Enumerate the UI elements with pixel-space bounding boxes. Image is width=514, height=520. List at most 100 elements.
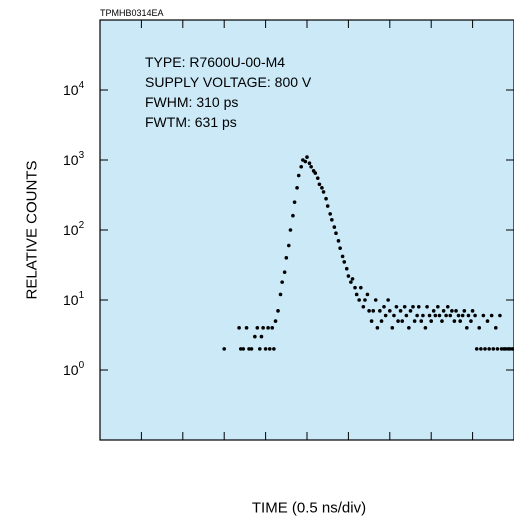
data-point — [267, 347, 272, 351]
data-point — [357, 298, 361, 302]
annotation-fwhm: FWHM: 310 ps — [145, 94, 239, 110]
y-tick-label: 101 — [63, 290, 85, 308]
data-point — [452, 319, 457, 323]
data-point — [354, 292, 359, 297]
data-points — [222, 155, 514, 351]
y-tick-label: 103 — [63, 150, 85, 168]
data-point — [292, 200, 297, 204]
data-point — [253, 334, 257, 339]
data-point — [305, 155, 309, 159]
data-point — [266, 326, 270, 330]
data-point — [394, 304, 399, 309]
data-point — [382, 304, 386, 309]
data-point — [280, 280, 284, 284]
data-point — [309, 164, 313, 169]
data-point — [388, 309, 392, 313]
data-point — [402, 304, 407, 309]
y-tick-label: 104 — [63, 80, 85, 98]
plot-area — [99, 19, 514, 441]
data-point — [371, 309, 376, 313]
data-point — [386, 298, 390, 302]
data-point — [307, 161, 312, 166]
data-point — [270, 326, 275, 330]
data-point — [261, 326, 265, 330]
data-point — [510, 347, 514, 351]
annotation-type: TYPE: R7600U-00-M4 — [145, 54, 286, 70]
data-point — [390, 326, 395, 330]
data-point — [445, 304, 450, 309]
data-point — [491, 347, 496, 351]
data-point — [483, 347, 487, 351]
data-point — [378, 309, 382, 313]
x-axis-label: TIME (0.5 ns/div) — [251, 499, 367, 517]
data-point — [315, 176, 320, 180]
data-point — [398, 309, 403, 313]
data-point — [258, 347, 262, 351]
data-point — [416, 304, 421, 309]
data-point — [373, 298, 378, 302]
data-point — [320, 186, 324, 190]
data-point — [338, 246, 342, 250]
data-point — [272, 347, 276, 351]
data-point — [412, 319, 417, 323]
data-point — [429, 319, 434, 323]
data-point — [247, 347, 251, 351]
data-point — [431, 309, 436, 313]
y-tick-labels: 100 101 102 103 104 — [63, 80, 85, 378]
data-point — [508, 347, 512, 351]
data-point — [359, 285, 363, 290]
data-point — [284, 256, 289, 260]
data-point — [433, 313, 438, 318]
data-point — [369, 319, 374, 323]
data-point — [408, 309, 413, 313]
data-point — [383, 313, 388, 318]
data-point — [498, 313, 502, 318]
figure-code: TPMHB0314EA — [100, 8, 164, 18]
data-point — [415, 313, 419, 318]
y-axis-label: RELATIVE COUNTS — [23, 160, 41, 300]
data-point — [350, 277, 355, 281]
data-point — [249, 347, 254, 351]
data-point — [454, 309, 458, 313]
data-point — [499, 347, 504, 351]
data-point — [460, 313, 465, 318]
data-point — [477, 326, 482, 330]
y-tick-label: 100 — [63, 360, 85, 378]
data-point — [291, 213, 295, 218]
data-point — [336, 239, 341, 243]
data-point — [328, 212, 332, 216]
data-point — [444, 313, 448, 318]
data-point — [299, 164, 304, 169]
data-point — [485, 319, 490, 323]
data-point — [450, 309, 454, 313]
data-point — [427, 313, 432, 318]
data-point — [365, 292, 370, 297]
data-point — [334, 231, 338, 236]
annotation-fwtm: FWTM: 631 ps — [145, 114, 237, 130]
data-point — [469, 319, 473, 323]
data-point — [441, 309, 446, 313]
data-point — [321, 190, 326, 194]
data-point — [288, 228, 293, 232]
data-point — [342, 260, 347, 264]
data-point — [222, 347, 226, 351]
data-point — [481, 313, 486, 318]
data-point — [411, 304, 415, 309]
data-point — [237, 326, 241, 330]
data-point — [332, 225, 337, 229]
data-point — [276, 309, 280, 313]
data-point — [419, 319, 424, 323]
data-point — [493, 326, 498, 330]
data-point — [255, 326, 260, 330]
data-point — [474, 347, 479, 351]
data-point — [396, 319, 400, 323]
data-point — [404, 313, 409, 318]
data-point — [392, 313, 396, 318]
data-point — [423, 326, 428, 330]
data-point — [400, 319, 405, 323]
data-point — [458, 319, 462, 323]
data-point — [470, 309, 475, 313]
data-point — [363, 298, 367, 302]
data-point — [259, 334, 264, 339]
